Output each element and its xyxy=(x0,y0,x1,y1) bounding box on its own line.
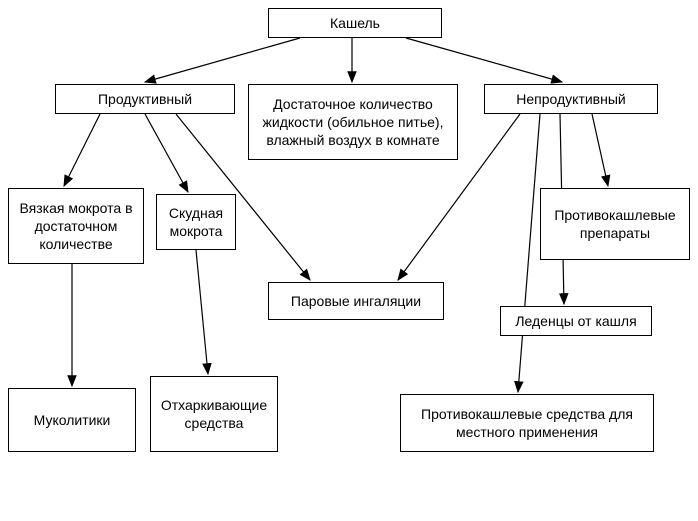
node-label: Отхаркивающие средства xyxy=(157,396,271,432)
node-label: Непродуктивный xyxy=(516,90,625,108)
node-label: Скудная мокрота xyxy=(163,204,229,240)
node-mucolytics: Муколитики xyxy=(8,388,136,452)
edge xyxy=(406,38,562,82)
node-label: Противокашлевые средства для местного пр… xyxy=(407,405,647,441)
node-nonproductive: Непродуктивный xyxy=(484,84,658,114)
node-label: Достаточное количество жидкости (обильно… xyxy=(255,95,451,150)
node-label: Продуктивный xyxy=(98,90,192,108)
edge xyxy=(592,114,608,186)
node-label: Противокашлевые препараты xyxy=(547,206,683,242)
node-topical: Противокашлевые средства для местного пр… xyxy=(400,394,654,452)
edge xyxy=(64,114,100,186)
node-root: Кашель xyxy=(268,8,442,38)
node-expectorants: Отхаркивающие средства xyxy=(150,376,278,452)
node-antitussive: Противокашлевые препараты xyxy=(540,188,690,260)
node-label: Кашель xyxy=(330,14,380,32)
node-productive: Продуктивный xyxy=(55,84,235,114)
node-scanty: Скудная мокрота xyxy=(156,194,236,250)
node-label: Вязкая мокрота в достаточном количестве xyxy=(15,199,137,254)
edge xyxy=(518,114,540,392)
node-viscous: Вязкая мокрота в достаточном количестве xyxy=(8,188,144,264)
edge xyxy=(145,114,188,192)
node-fluids: Достаточное количество жидкости (обильно… xyxy=(248,84,458,160)
node-lozenges: Леденцы от кашля xyxy=(500,306,652,336)
node-label: Леденцы от кашля xyxy=(515,312,636,330)
node-steam: Паровые ингаляции xyxy=(268,282,444,320)
edge xyxy=(145,38,300,82)
node-label: Муколитики xyxy=(34,411,111,429)
node-label: Паровые ингаляции xyxy=(291,292,421,310)
edge xyxy=(196,250,208,374)
